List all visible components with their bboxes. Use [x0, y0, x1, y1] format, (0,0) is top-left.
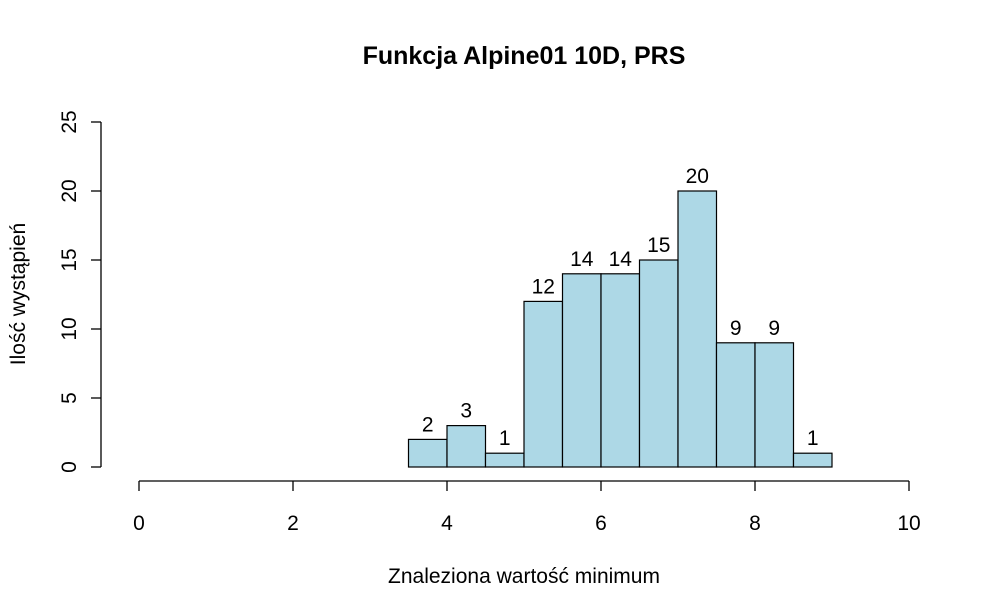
x-axis-label: Znaleziona wartość minimum	[388, 565, 660, 588]
bar-count-label: 14	[609, 248, 633, 271]
histogram-bar	[484, 452, 525, 468]
y-tick-label: 20	[58, 179, 81, 202]
y-axis-label: Ilość wystąpień	[7, 223, 30, 365]
x-tick-label: 0	[133, 512, 145, 535]
y-tick-label: 5	[58, 392, 81, 404]
x-tick-label: 8	[749, 512, 761, 535]
x-tick-label: 4	[441, 512, 453, 535]
histogram-bar	[754, 342, 795, 468]
bar-count-label: 2	[422, 413, 434, 436]
x-tick-label: 10	[897, 512, 920, 535]
x-tick-label: 6	[595, 512, 607, 535]
bars-group	[407, 190, 833, 468]
histogram-bar	[677, 190, 718, 468]
x-tick-label: 2	[287, 512, 299, 535]
data-labels-group: 2 3 1 12 14 14 15 20 9 9 1	[422, 165, 819, 450]
chart-title: Funkcja Alpine01 10D, PRS	[363, 42, 686, 70]
bar-count-label: 9	[730, 317, 742, 340]
y-axis: 0 5 10 15 20 25	[58, 110, 102, 473]
bar-count-label: 3	[460, 400, 472, 423]
y-tick-label: 10	[58, 317, 81, 340]
y-tick-label: 15	[58, 248, 81, 271]
histogram-bar	[523, 300, 564, 468]
histogram-bar	[792, 452, 833, 468]
histogram-bar	[638, 259, 679, 468]
bar-count-label: 20	[686, 165, 709, 188]
bar-count-label: 1	[499, 427, 511, 450]
bar-count-label: 14	[570, 248, 594, 271]
bar-count-label: 15	[647, 234, 670, 257]
histogram-bar	[600, 273, 641, 468]
bar-count-label: 1	[807, 427, 819, 450]
y-tick-label: 25	[58, 110, 81, 133]
histogram-bar	[407, 438, 448, 468]
y-tick-label: 0	[58, 461, 81, 473]
histogram-bar	[446, 425, 487, 468]
histogram-bar	[561, 273, 602, 468]
bar-count-label: 9	[768, 317, 780, 340]
x-axis: 0 2 4 6 8 10	[133, 480, 921, 535]
histogram-bar	[715, 342, 756, 468]
bar-count-label: 12	[532, 275, 555, 298]
